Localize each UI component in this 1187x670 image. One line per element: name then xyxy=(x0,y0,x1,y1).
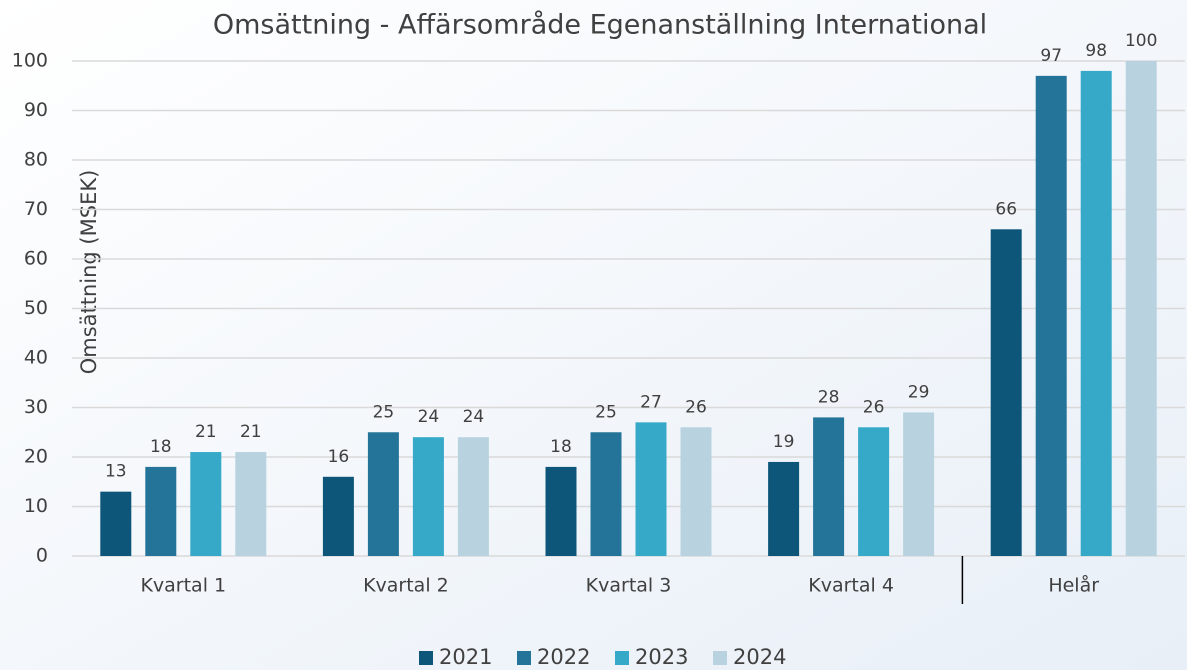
legend-label: 2022 xyxy=(537,645,590,669)
y-tick-label: 100 xyxy=(12,50,48,72)
x-tick-label: Kvartal 4 xyxy=(808,575,894,597)
legend-label: 2021 xyxy=(439,645,492,669)
x-tick-label: Kvartal 1 xyxy=(140,575,226,597)
bar xyxy=(858,427,890,556)
legend-swatch xyxy=(615,651,629,665)
y-tick-label: 30 xyxy=(24,396,48,418)
y-tick-label: 70 xyxy=(24,198,48,220)
chart-title: Omsättning - Affärsområde Egenanställnin… xyxy=(213,10,987,41)
x-tick-label: Helår xyxy=(1048,574,1099,597)
data-label: 66 xyxy=(995,199,1017,219)
bar xyxy=(990,229,1022,557)
bar xyxy=(367,432,399,556)
bar xyxy=(635,422,667,556)
x-tick-label: Kvartal 2 xyxy=(363,575,449,597)
y-axis-label: Omsättning (MSEK) xyxy=(77,170,101,375)
bar xyxy=(680,427,712,556)
bar xyxy=(1080,70,1112,557)
y-tick-label: 90 xyxy=(24,99,48,121)
bar xyxy=(590,432,622,556)
y-tick-label: 60 xyxy=(24,248,48,270)
data-label: 21 xyxy=(195,422,217,442)
bar xyxy=(545,466,577,556)
y-tick-label: 20 xyxy=(24,446,48,468)
legend-label: 2023 xyxy=(635,645,688,669)
data-label: 98 xyxy=(1085,41,1107,61)
bar xyxy=(768,461,800,556)
data-label: 26 xyxy=(863,397,885,417)
data-label: 27 xyxy=(640,392,662,412)
data-label: 21 xyxy=(240,422,262,442)
data-label: 97 xyxy=(1040,46,1062,66)
y-tick-label: 40 xyxy=(24,347,48,369)
data-label: 25 xyxy=(373,402,395,422)
bar xyxy=(100,491,132,556)
y-tick-label: 50 xyxy=(24,297,48,319)
bar xyxy=(813,417,845,556)
bar xyxy=(190,452,222,556)
data-label: 25 xyxy=(595,402,617,422)
legend-label: 2024 xyxy=(733,645,786,669)
data-label: 18 xyxy=(550,437,572,457)
data-label: 29 xyxy=(908,382,930,402)
y-tick-label: 10 xyxy=(24,495,48,517)
legend-swatch xyxy=(419,651,433,665)
data-label: 19 xyxy=(773,432,795,452)
bar xyxy=(235,452,267,556)
y-tick-label: 0 xyxy=(36,545,48,567)
bar xyxy=(412,437,444,556)
y-tick-label: 80 xyxy=(24,149,48,171)
data-label: 28 xyxy=(818,387,840,407)
data-label: 13 xyxy=(105,462,127,482)
x-tick-label: Kvartal 3 xyxy=(586,575,672,597)
data-label: 18 xyxy=(150,437,172,457)
data-label: 16 xyxy=(328,447,350,467)
legend-swatch xyxy=(713,651,727,665)
bar xyxy=(457,437,489,556)
data-label: 24 xyxy=(418,407,440,427)
bar xyxy=(322,476,354,556)
bar xyxy=(1035,75,1067,556)
bar xyxy=(145,466,177,556)
legend-swatch xyxy=(517,651,531,665)
data-label: 26 xyxy=(685,397,707,417)
data-label: 100 xyxy=(1125,31,1157,51)
bar xyxy=(903,412,935,556)
data-label: 24 xyxy=(463,407,485,427)
bar xyxy=(1125,61,1157,556)
